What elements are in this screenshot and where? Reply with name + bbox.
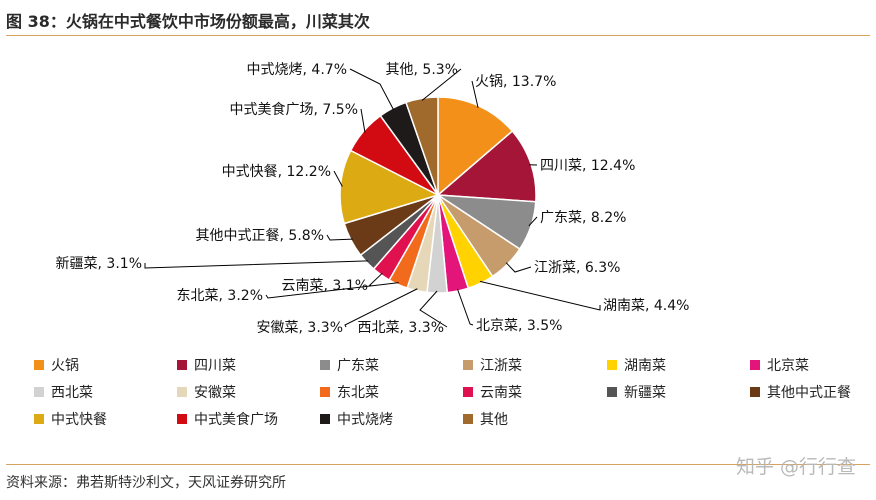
leader-line-8 (344, 288, 418, 328)
legend-swatch (607, 360, 617, 370)
title-rule (6, 35, 870, 36)
slice-label-1: 火锅, 13.7% (475, 74, 556, 90)
leader-line-11 (144, 260, 369, 269)
legend-swatch (750, 387, 760, 397)
legend-item-10: 云南菜 (463, 382, 522, 402)
legend-item-15: 中式烧烤 (320, 409, 393, 429)
legend-item-14: 中式美食广场 (177, 409, 278, 429)
pie-slice-13 (339, 149, 440, 225)
slice-label-5: 湖南菜, 4.4% (603, 298, 689, 314)
source-note: 资料来源：弗若斯特沙利文，天风证券研究所 (6, 475, 286, 491)
legend-swatch (750, 360, 760, 370)
leader-line-9 (265, 282, 399, 299)
legend-swatch (320, 360, 330, 370)
slice-label-8: 安徽菜, 3.3% (257, 320, 343, 336)
legend-label: 中式美食广场 (194, 412, 278, 428)
slice-label-4: 江浙菜, 6.3% (534, 260, 620, 276)
legend-label: 江浙菜 (480, 358, 522, 374)
legend-label: 云南菜 (480, 385, 522, 401)
legend-swatch (177, 414, 187, 424)
leader-line-12 (326, 234, 353, 241)
legend-swatch (34, 360, 44, 370)
legend-item-1: 火锅 (34, 355, 79, 375)
legend-label: 东北菜 (337, 385, 379, 401)
legend-swatch (320, 387, 330, 397)
legend-item-9: 东北菜 (320, 382, 379, 402)
leader-line-5 (479, 280, 601, 311)
slice-label-11: 新疆菜, 3.1% (56, 256, 142, 272)
leader-line-6 (456, 288, 474, 326)
legend-item-3: 广东菜 (320, 355, 379, 375)
footer-rule (6, 464, 870, 465)
leader-line-4 (505, 262, 532, 273)
slice-label-3: 广东菜, 8.2% (540, 210, 626, 226)
slice-label-10: 云南菜, 3.1% (282, 278, 368, 294)
slice-label-12: 其他中式正餐, 5.8% (196, 228, 324, 244)
pie-chart: 火锅, 13.7% 四川菜, 12.4% 广东菜, 8.2% 江浙菜, 6.3% 湖南菜… (56, 62, 690, 336)
leader-line-15 (349, 68, 395, 111)
leader-line-14 (360, 108, 366, 133)
slice-label-15: 中式烧烤, 4.7% (247, 62, 347, 78)
legend-swatch (34, 414, 44, 424)
legend-swatch (463, 360, 473, 370)
legend-label: 其他 (480, 412, 508, 428)
legend-item-2: 四川菜 (177, 355, 236, 375)
legend-item-6: 北京菜 (750, 355, 809, 375)
legend-swatch (463, 414, 473, 424)
legend-item-11: 新疆菜 (607, 382, 666, 402)
leader-line-1 (471, 80, 479, 108)
legend-label: 新疆菜 (624, 385, 666, 401)
legend-label: 北京菜 (767, 358, 809, 374)
legend-label: 湖南菜 (624, 358, 666, 374)
slice-label-14: 中式美食广场, 7.5% (230, 101, 358, 118)
legend-item-16: 其他 (463, 409, 508, 429)
leader-line-13 (333, 170, 343, 187)
legend-label: 西北菜 (51, 385, 93, 401)
slice-label-6: 北京菜, 3.5% (476, 318, 562, 334)
legend-item-7: 西北菜 (34, 382, 93, 402)
legend-label: 安徽菜 (194, 385, 236, 401)
legend-label: 火锅 (51, 358, 79, 374)
legend-swatch (463, 387, 473, 397)
legend-swatch (607, 387, 617, 397)
pie-slice-1 (437, 96, 514, 197)
leader-line-3 (528, 216, 538, 227)
watermark: 知乎 @行行查 (735, 456, 856, 478)
legend-swatch (177, 387, 187, 397)
leader-line-16 (421, 68, 462, 101)
slice-label-13: 中式快餐, 12.2% (222, 164, 331, 180)
slice-label-16: 其他, 5.3% (386, 62, 458, 78)
legend-item-5: 湖南菜 (607, 355, 666, 375)
figure-title: 图 38：火锅在中式餐饮中市场份额最高，川菜其次 (6, 12, 370, 31)
leader-line-7 (419, 290, 448, 328)
pie-slice-2 (436, 130, 537, 203)
legend-label: 中式烧烤 (337, 412, 393, 428)
legend-label: 广东菜 (337, 358, 379, 374)
legend-label: 四川菜 (194, 358, 236, 374)
legend-item-8: 安徽菜 (177, 382, 236, 402)
slice-label-2: 四川菜, 12.4% (540, 158, 635, 174)
leader-line-10 (368, 272, 383, 286)
slice-label-7: 西北菜, 3.3% (358, 320, 444, 336)
legend-item-4: 江浙菜 (463, 355, 522, 375)
legend-item-13: 中式快餐 (34, 409, 107, 429)
pie-slice-16 (405, 96, 439, 196)
legend-swatch (177, 360, 187, 370)
slice-label-9: 东北菜, 3.2% (177, 288, 263, 304)
legend-label: 中式快餐 (51, 412, 107, 428)
legend-item-12: 其他中式正餐 (750, 382, 851, 402)
legend-swatch (34, 387, 44, 397)
legend-label: 其他中式正餐 (767, 385, 851, 401)
legend-swatch (320, 414, 330, 424)
